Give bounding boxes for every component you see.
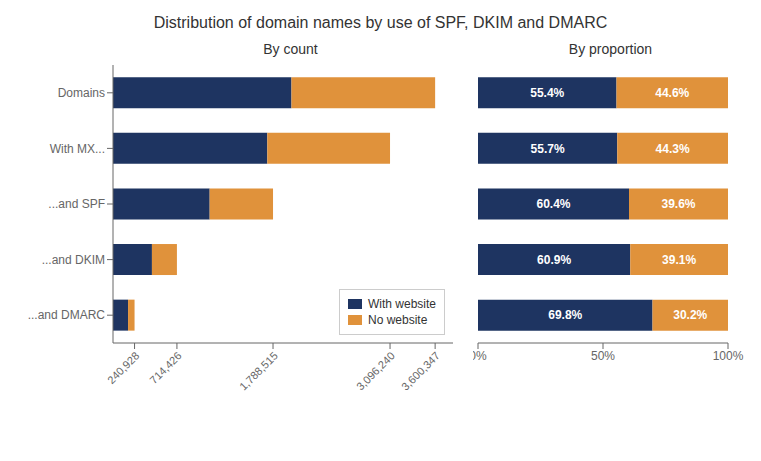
html-text:By count: By count: [263, 41, 318, 57]
svg-text:0%: 0%: [473, 349, 487, 363]
svg-text:...and DMARC: ...and DMARC: [28, 308, 106, 322]
svg-text:3,096,240: 3,096,240: [354, 349, 397, 392]
svg-text:240,928: 240,928: [105, 349, 142, 386]
svg-text:69.8%: 69.8%: [548, 308, 582, 322]
svg-text:44.3%: 44.3%: [656, 142, 690, 156]
svg-text:55.4%: 55.4%: [530, 86, 564, 100]
html-text:With website: With website: [368, 297, 436, 311]
svg-text:44.6%: 44.6%: [655, 86, 689, 100]
svg-text:30.2%: 30.2%: [673, 308, 707, 322]
html-text:Distribution of domain names b: Distribution of domain names by use of S…: [153, 14, 608, 31]
svg-text:100%: 100%: [713, 349, 744, 363]
svg-text:50%: 50%: [591, 349, 615, 363]
svg-text:3,600,347: 3,600,347: [399, 349, 442, 392]
svg-text:60.4%: 60.4%: [536, 197, 570, 211]
svg-text:39.6%: 39.6%: [661, 197, 695, 211]
svg-text:...and SPF: ...and SPF: [48, 197, 105, 211]
svg-text:With MX...: With MX...: [50, 142, 105, 156]
svg-text:60.9%: 60.9%: [537, 253, 571, 267]
html-text:By proportion: By proportion: [568, 41, 653, 57]
svg-text:714,426: 714,426: [147, 349, 184, 386]
svg-text:39.1%: 39.1%: [662, 253, 696, 267]
svg-text:...and DKIM: ...and DKIM: [42, 253, 105, 267]
svg-text:Domains: Domains: [58, 86, 105, 100]
svg-text:1,788,515: 1,788,515: [237, 349, 280, 392]
html-text:No website: No website: [368, 313, 428, 327]
svg-text:55.7%: 55.7%: [531, 142, 565, 156]
